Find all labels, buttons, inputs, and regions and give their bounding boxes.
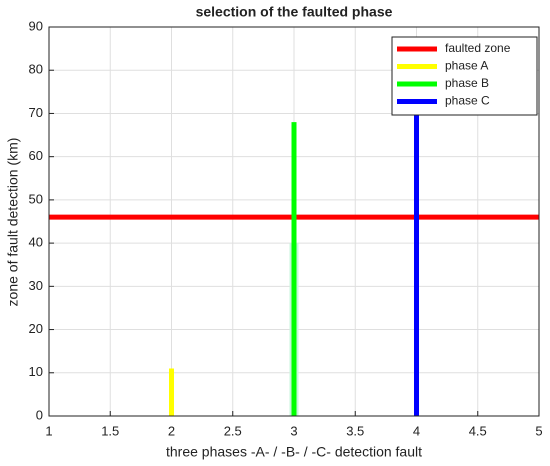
x-tick-label: 4: [413, 423, 420, 438]
y-tick-label: 80: [29, 62, 43, 77]
legend-label: phase C: [445, 94, 490, 108]
y-tick-label: 60: [29, 148, 43, 163]
x-tick-label: 4.5: [469, 423, 487, 438]
y-tick-label: 20: [29, 321, 43, 336]
legend-label: faulted zone: [445, 41, 511, 55]
plot-frame: [48, 26, 540, 417]
x-tick-label: 2: [168, 423, 175, 438]
x-axis-label: three phases -A- / -B- / -C- detection f…: [166, 444, 422, 460]
x-tick-label: 3.5: [346, 423, 364, 438]
legend-label: phase B: [445, 76, 489, 90]
legend-label: phase A: [445, 59, 488, 73]
y-tick-label: 70: [29, 105, 43, 120]
y-tick-label: 30: [29, 278, 43, 293]
y-tick-label: 10: [29, 364, 43, 379]
y-tick-label: 40: [29, 235, 43, 250]
y-tick-label: 90: [29, 18, 43, 33]
x-tick-label: 5: [535, 423, 542, 438]
y-tick-label: 0: [36, 407, 43, 422]
x-tick-label: 3: [290, 423, 297, 438]
x-tick-label: 1: [45, 423, 52, 438]
y-axis-label: zone of fault detection (km): [5, 138, 21, 307]
y-tick-label: 50: [29, 191, 43, 206]
chart-title: selection of the faulted phase: [196, 4, 393, 20]
x-tick-label: 2.5: [224, 423, 242, 438]
x-tick-label: 1.5: [101, 423, 119, 438]
